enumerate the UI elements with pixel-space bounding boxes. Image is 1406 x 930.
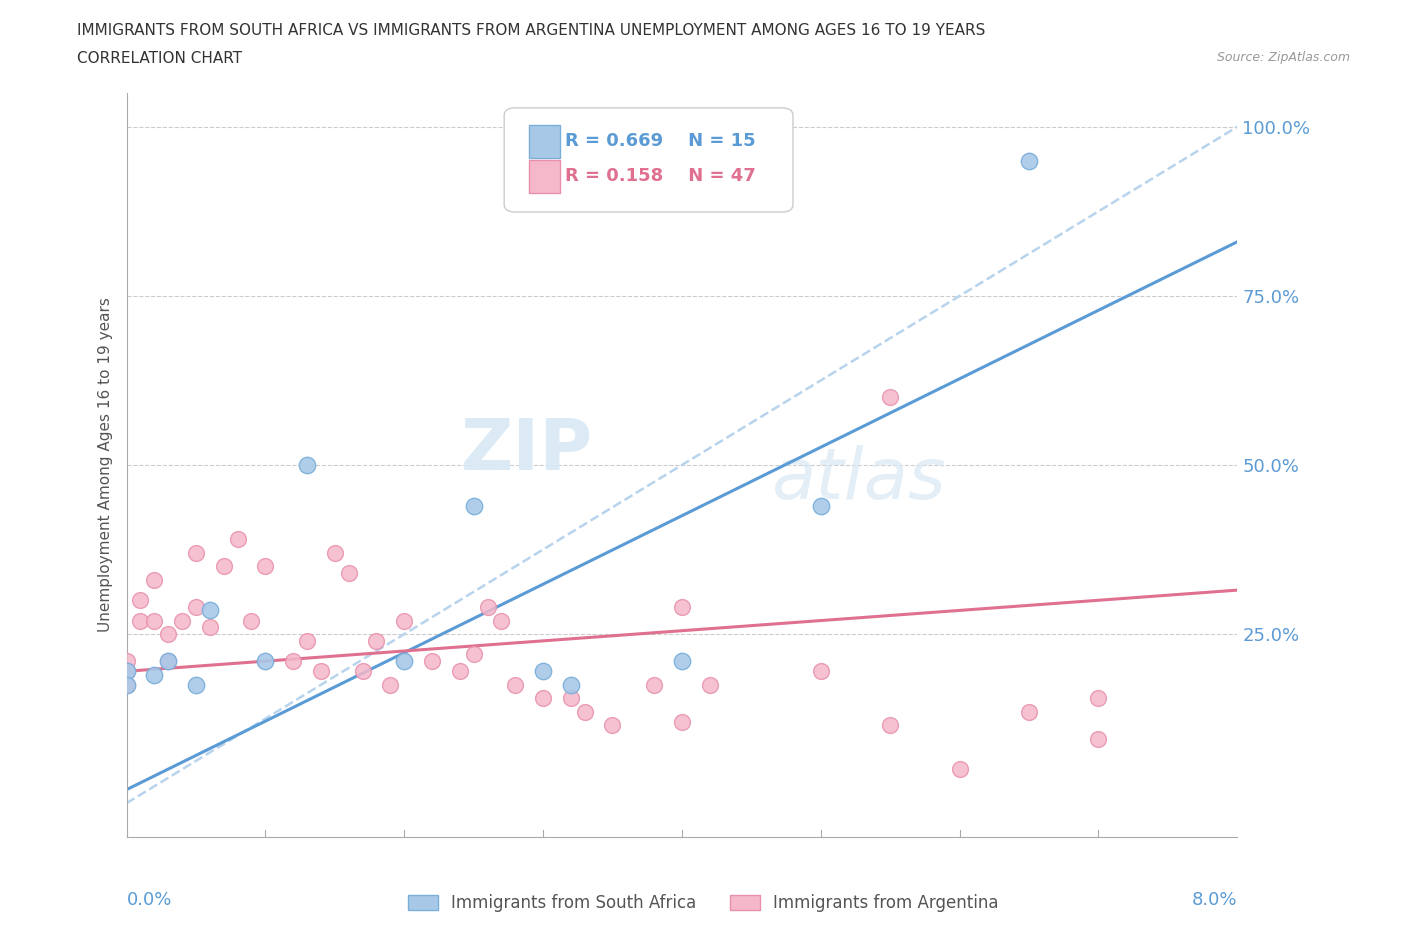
Point [226,532,249,547]
Point [671,600,693,615]
Text: Source: ZipAtlas.com: Source: ZipAtlas.com [1216,51,1350,64]
Point [1087,732,1109,747]
Point [531,664,554,679]
Point [184,546,207,561]
Point [394,654,416,669]
Text: atlas: atlas [770,445,945,514]
Point [574,704,596,719]
Point [143,573,166,588]
Point [810,664,832,679]
Point [240,613,263,628]
Point [157,654,180,669]
Point [380,677,402,692]
Point [295,458,318,472]
Point [184,677,207,692]
FancyBboxPatch shape [529,160,560,193]
Point [560,677,582,692]
Point [477,600,499,615]
Point [157,654,180,669]
Point [115,664,138,679]
Point [643,677,665,692]
Text: 0.0%: 0.0% [127,891,172,910]
Point [143,613,166,628]
FancyBboxPatch shape [505,108,793,212]
Point [420,654,443,669]
Point [115,654,138,669]
Point [129,613,152,628]
Point [1087,691,1109,706]
Legend: Immigrants from South Africa, Immigrants from Argentina: Immigrants from South Africa, Immigrants… [408,895,998,912]
Point [198,620,221,635]
Point [531,691,554,706]
Point [560,691,582,706]
Point [463,498,485,513]
Point [157,627,180,642]
Point [212,559,235,574]
Point [115,664,138,679]
Point [295,633,318,648]
Point [671,714,693,729]
Text: R = 0.158    N = 47: R = 0.158 N = 47 [565,167,756,185]
Point [463,647,485,662]
Point [184,600,207,615]
Point [602,718,624,733]
Point [671,654,693,669]
Point [198,603,221,618]
Y-axis label: Unemployment Among Ages 16 to 19 years: Unemployment Among Ages 16 to 19 years [97,298,112,632]
Point [394,613,416,628]
Point [281,654,304,669]
Text: 8.0%: 8.0% [1192,891,1237,910]
Point [115,677,138,692]
Point [309,664,332,679]
Point [366,633,388,648]
Point [879,390,901,405]
Text: IMMIGRANTS FROM SOUTH AFRICA VS IMMIGRANTS FROM ARGENTINA UNEMPLOYMENT AMONG AGE: IMMIGRANTS FROM SOUTH AFRICA VS IMMIGRAN… [77,23,986,38]
Point [352,664,374,679]
Point [129,592,152,607]
Point [491,613,513,628]
Point [810,498,832,513]
Point [323,546,346,561]
FancyBboxPatch shape [529,125,560,158]
Point [115,677,138,692]
Point [699,677,721,692]
Point [503,677,526,692]
Text: CORRELATION CHART: CORRELATION CHART [77,51,242,66]
Point [879,718,901,733]
Point [254,559,277,574]
Point [172,613,194,628]
Point [1018,704,1040,719]
Point [449,664,471,679]
Point [948,762,970,777]
Text: R = 0.669    N = 15: R = 0.669 N = 15 [565,132,756,151]
Point [337,565,360,580]
Point [143,667,166,682]
Point [1018,153,1040,168]
Text: ZIP: ZIP [461,416,593,485]
Point [254,654,277,669]
